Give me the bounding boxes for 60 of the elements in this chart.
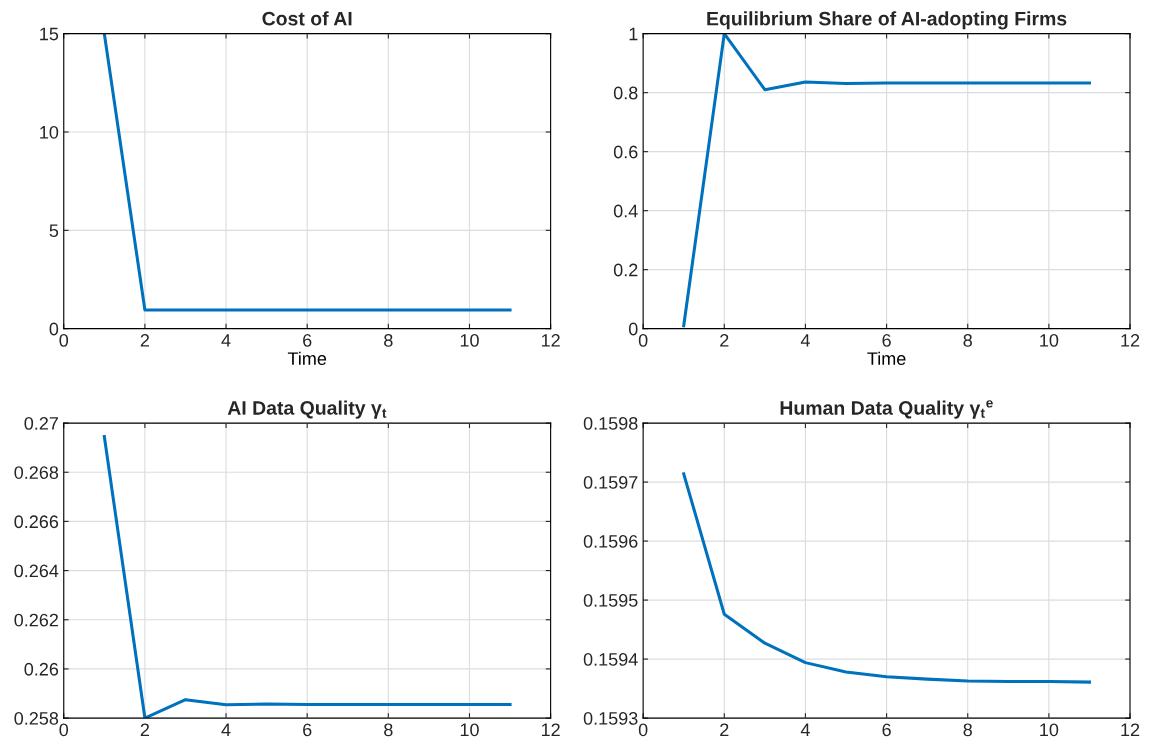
x-tick-label: 0 bbox=[638, 723, 648, 737]
chart-title: Cost of AI bbox=[262, 11, 352, 26]
y-tick-label: 0 bbox=[628, 322, 638, 336]
y-tick-label: 0.262 bbox=[14, 613, 58, 627]
x-tick-label: 2 bbox=[720, 723, 729, 737]
chart-title: AI Data Quality γ$_{t}$ bbox=[227, 400, 387, 419]
x-tick-label: 10 bbox=[1040, 334, 1059, 347]
x-tick-label: 4 bbox=[800, 723, 810, 737]
chart-title: Equilibrium Share of AI-adopting Firms bbox=[707, 11, 1067, 30]
y-tick-label: 0.1597 bbox=[583, 476, 638, 489]
y-tick-label: 0.266 bbox=[14, 515, 59, 529]
y-tick-label: 15 bbox=[40, 27, 59, 41]
x-tick-label: 12 bbox=[1121, 723, 1140, 737]
x-tick-label: 10 bbox=[1040, 723, 1059, 737]
x-tick-label: 2 bbox=[720, 334, 729, 347]
y-tick-label: 0.264 bbox=[14, 564, 59, 578]
chart-title: Human Data Quality γ$_{t}$$^{e}$ bbox=[780, 400, 993, 419]
x-tick-label: 0 bbox=[59, 723, 69, 737]
line-series bbox=[682, 472, 1091, 684]
line-series bbox=[102, 435, 512, 719]
y-tick-label: 0.27 bbox=[24, 417, 58, 430]
x-tick-label: 6 bbox=[882, 723, 891, 737]
y-tick-label: 0 bbox=[49, 322, 59, 336]
x-tick-label: 2 bbox=[140, 723, 150, 737]
y-tick-label: 0.1594 bbox=[583, 653, 638, 666]
y-tick-label: 0.268 bbox=[14, 466, 59, 479]
y-tick-label: 0.6 bbox=[613, 145, 638, 159]
y-tick-label: 0.1596 bbox=[583, 535, 638, 548]
y-tick-label: 5 bbox=[49, 224, 59, 238]
x-tick-label: 2 bbox=[140, 334, 150, 347]
x-tick-label: 0 bbox=[59, 334, 69, 347]
x-tick-label: 8 bbox=[384, 334, 393, 347]
y-tick-label: 10 bbox=[40, 125, 59, 139]
y-tick-label: 0.258 bbox=[14, 712, 59, 725]
x-axis-title: Time bbox=[287, 351, 327, 366]
x-axis-title: Time bbox=[867, 351, 906, 366]
x-tick-label: 4 bbox=[221, 723, 231, 737]
x-tick-label: 12 bbox=[1121, 334, 1140, 347]
x-tick-label: 8 bbox=[384, 723, 393, 737]
y-tick-label: 0.1595 bbox=[583, 594, 638, 607]
y-tick-label: 0.4 bbox=[613, 204, 638, 218]
y-tick-label: 0.26 bbox=[24, 662, 59, 676]
y-tick-label: 0.1593 bbox=[583, 712, 638, 725]
x-tick-label: 4 bbox=[221, 334, 231, 347]
x-tick-label: 0 bbox=[638, 334, 648, 347]
line-series bbox=[682, 33, 1091, 328]
y-tick-label: 0.2 bbox=[613, 263, 638, 277]
x-tick-label: 10 bbox=[460, 723, 479, 737]
x-tick-label: 6 bbox=[303, 723, 312, 737]
y-tick-label: 0.8 bbox=[613, 86, 638, 100]
x-tick-label: 12 bbox=[541, 334, 560, 347]
y-tick-label: 0.1598 bbox=[583, 417, 638, 430]
y-tick-label: 1 bbox=[629, 27, 638, 41]
x-tick-label: 6 bbox=[882, 334, 891, 347]
x-tick-label: 12 bbox=[541, 723, 560, 737]
x-tick-label: 4 bbox=[800, 334, 810, 347]
x-tick-label: 8 bbox=[963, 723, 972, 737]
x-tick-label: 6 bbox=[303, 334, 312, 347]
x-tick-label: 10 bbox=[460, 334, 479, 347]
x-tick-label: 8 bbox=[963, 334, 972, 347]
